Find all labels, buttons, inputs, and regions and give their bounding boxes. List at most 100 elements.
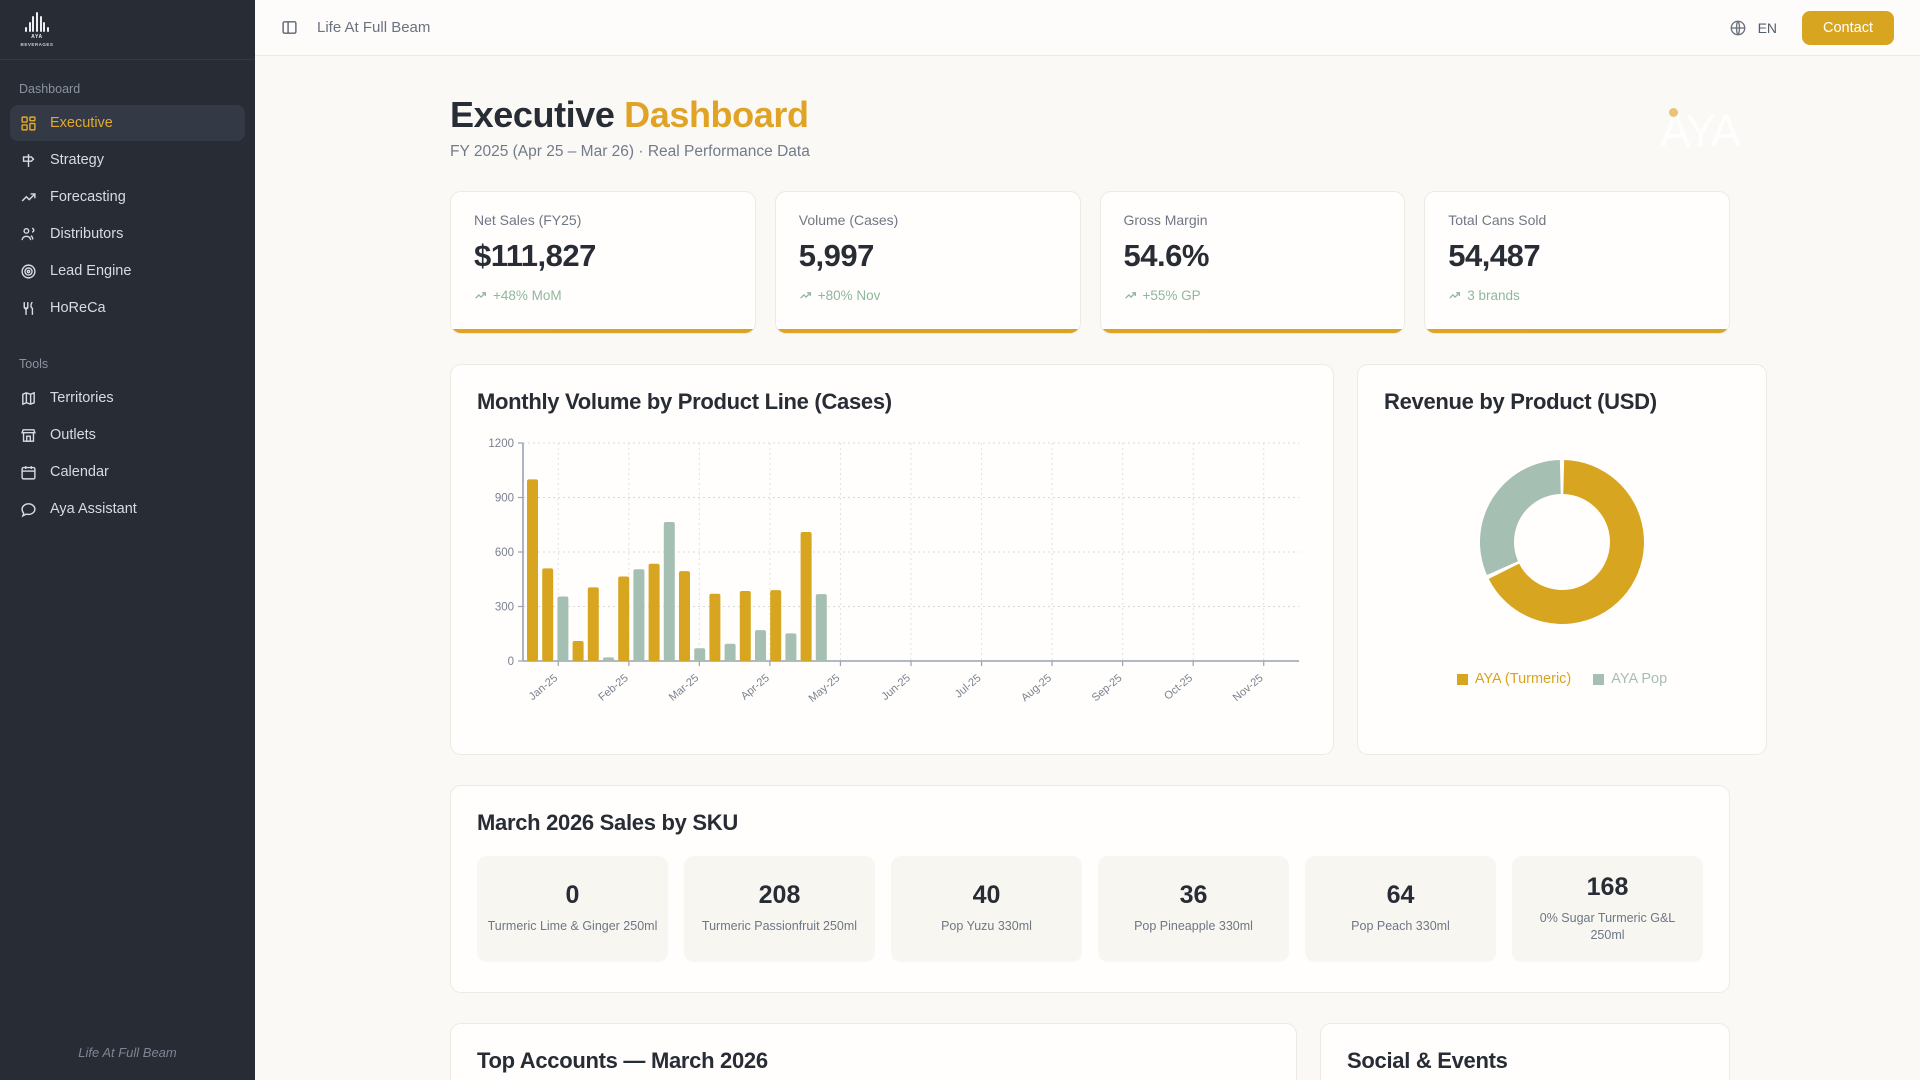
svg-text:Jun-25: Jun-25	[879, 672, 912, 703]
sidebar-item-label: Forecasting	[50, 189, 126, 205]
sku-tile[interactable]: 208 Turmeric Passionfruit 250ml	[684, 856, 875, 962]
page-scroll-region[interactable]: AYA Executive Dashboard FY 2025 (Apr 25 …	[255, 56, 1920, 1080]
chart-title: Monthly Volume by Product Line (Cases)	[477, 389, 892, 414]
legend-item-pop[interactable]: AYA Pop	[1593, 671, 1667, 687]
sku-name: Pop Yuzu 330ml	[941, 919, 1032, 934]
sidebar-section-dashboard-label: Dashboard	[19, 82, 81, 96]
sku-value: 64	[1386, 881, 1415, 910]
sidebar-item-label: Distributors	[50, 226, 124, 242]
svg-text:300: 300	[495, 602, 514, 614]
kpi-label: Volume (Cases)	[798, 212, 899, 228]
sidebar-logo[interactable]: AYA BEVERAGES	[0, 0, 255, 60]
sku-tile[interactable]: 40 Pop Yuzu 330ml	[891, 856, 1082, 962]
sidebar-item-lead-engine[interactable]: Lead Engine	[10, 253, 245, 289]
trending-up-icon	[20, 189, 37, 206]
sidebar-item-label: Calendar	[50, 464, 109, 480]
bar-logo-icon	[24, 12, 50, 32]
store-icon	[20, 427, 37, 444]
sku-tile[interactable]: 36 Pop Pineapple 330ml	[1098, 856, 1289, 962]
page-title-accent: Dashboard	[624, 94, 809, 135]
sidebar-item-forecasting[interactable]: Forecasting	[10, 179, 245, 215]
social-events-title: Social & Events	[1347, 1047, 1508, 1073]
page-title: Executive Dashboard	[450, 94, 1730, 136]
sidebar-item-executive[interactable]: Executive	[10, 105, 245, 141]
top-accounts-title: Top Accounts — March 2026	[477, 1047, 768, 1073]
sidebar-item-label: Outlets	[50, 427, 96, 443]
sku-value: 36	[1179, 881, 1208, 910]
legend-label: AYA Pop	[1611, 671, 1668, 687]
svg-text:Jul-25: Jul-25	[953, 672, 984, 700]
svg-text:900: 900	[495, 493, 514, 505]
donut-chart-svg	[1480, 460, 1644, 624]
kpi-card-net-sales[interactable]: Net Sales (FY25) $111,827 +48% MoM	[450, 191, 756, 334]
sidebar-item-territories[interactable]: Territories	[10, 380, 245, 416]
svg-text:1200: 1200	[488, 438, 514, 450]
sidebar-item-horeca[interactable]: HoReCa	[10, 290, 245, 326]
sku-tile[interactable]: 168 0% Sugar Turmeric G&L 250ml	[1512, 856, 1703, 962]
legend-swatch	[1593, 673, 1605, 685]
sku-value: 40	[972, 881, 1001, 910]
utensils-icon	[20, 300, 37, 317]
sku-name: Pop Peach 330ml	[1351, 919, 1450, 934]
contact-button[interactable]: Contact	[1802, 10, 1894, 45]
trending-up-icon	[1449, 292, 1461, 299]
sidebar-item-label: Executive	[50, 115, 113, 131]
sidebar-item-aya-assistant[interactable]: Aya Assistant	[10, 491, 245, 527]
sidebar-nav: Dashboard Executive Strategy Forecasting…	[0, 60, 255, 1024]
trending-up-icon	[799, 292, 811, 299]
sidebar-item-calendar[interactable]: Calendar	[10, 454, 245, 490]
logo-brand-sub: BEVERAGES	[20, 42, 54, 47]
kpi-delta: +80% Nov	[799, 288, 1057, 303]
signpost-icon	[20, 152, 37, 169]
sku-value: 0	[565, 881, 580, 910]
kpi-card-gross-margin[interactable]: Gross Margin 54.6% +55% GP	[1099, 191, 1406, 334]
sidebar-item-strategy[interactable]: Strategy	[10, 142, 245, 178]
kpi-value: 54.6%	[1123, 238, 1210, 273]
svg-text:Feb-25: Feb-25	[596, 672, 630, 704]
monthly-volume-chart-card: Monthly Volume by Product Line (Cases) 0…	[450, 364, 1334, 755]
kpi-delta: 3 brands	[1448, 288, 1706, 303]
sidebar-item-label: Lead Engine	[50, 263, 132, 279]
kpi-row: Net Sales (FY25) $111,827 +48% MoM Volum…	[450, 191, 1730, 334]
donut-legend: AYA (Turmeric) AYA Pop	[1384, 671, 1740, 687]
sidebar-item-label: HoReCa	[50, 300, 106, 316]
kpi-delta-label: +48% MoM	[493, 288, 562, 303]
sku-tile[interactable]: 64 Pop Peach 330ml	[1305, 856, 1496, 962]
kpi-card-total-cans-sold[interactable]: Total Cans Sold 54,487 3 brands	[1424, 191, 1730, 334]
svg-text:Aug-25: Aug-25	[1019, 672, 1054, 704]
revenue-by-product-card: Revenue by Product (USD) AYA (Turmeric)	[1357, 364, 1767, 755]
kpi-accent-bar	[1100, 329, 1405, 333]
language-selector[interactable]: EN	[1757, 19, 1778, 36]
sidebar: AYA BEVERAGES Dashboard Executive Strate…	[0, 0, 255, 1080]
kpi-card-volume[interactable]: Volume (Cases) 5,997 +80% Nov	[774, 191, 1081, 334]
trending-up-icon	[1124, 292, 1136, 299]
sku-value: 208	[758, 881, 801, 910]
bar-chart-svg: 0 300 600 900 1200 Jan-25 Feb-25 Mar-25 Apr-25 Ma…	[488, 438, 1299, 705]
sku-name: Turmeric Lime & Ginger 250ml	[487, 919, 658, 934]
svg-text:Oct-25: Oct-25	[1162, 672, 1195, 702]
kpi-value: 54,487	[1448, 238, 1541, 273]
kpi-label: Total Cans Sold	[1448, 212, 1547, 228]
donut-chart[interactable]	[1384, 437, 1740, 647]
bar-chart[interactable]: 0 300 600 900 1200 Jan-25 Feb-25 Mar-25 Apr-25 Ma…	[477, 433, 1307, 728]
sku-section: March 2026 Sales by SKU 0 Turmeric Lime …	[450, 785, 1730, 993]
panel-toggle-icon[interactable]	[281, 19, 298, 36]
sidebar-item-label: Strategy	[50, 152, 104, 168]
kpi-delta: +55% GP	[1124, 288, 1382, 303]
legend-item-turmeric[interactable]: AYA (Turmeric)	[1456, 671, 1572, 687]
sku-tile[interactable]: 0 Turmeric Lime & Ginger 250ml	[477, 856, 668, 962]
sidebar-item-outlets[interactable]: Outlets	[10, 417, 245, 453]
legend-label: AYA (Turmeric)	[1474, 671, 1572, 687]
sidebar-item-label: Territories	[50, 390, 114, 406]
sidebar-item-label: Aya Assistant	[50, 501, 137, 517]
svg-text:0: 0	[508, 656, 514, 668]
svg-text:Apr-25: Apr-25	[739, 672, 772, 702]
sidebar-item-distributors[interactable]: Distributors	[10, 216, 245, 252]
svg-text:Sep-25: Sep-25	[1090, 672, 1125, 704]
svg-text:600: 600	[495, 547, 514, 559]
calendar-icon	[20, 464, 37, 481]
globe-icon[interactable]	[1729, 19, 1747, 37]
kpi-delta-label: +55% GP	[1142, 288, 1201, 303]
svg-text:Nov-25: Nov-25	[1231, 672, 1266, 704]
kpi-delta-label: 3 brands	[1467, 288, 1520, 303]
